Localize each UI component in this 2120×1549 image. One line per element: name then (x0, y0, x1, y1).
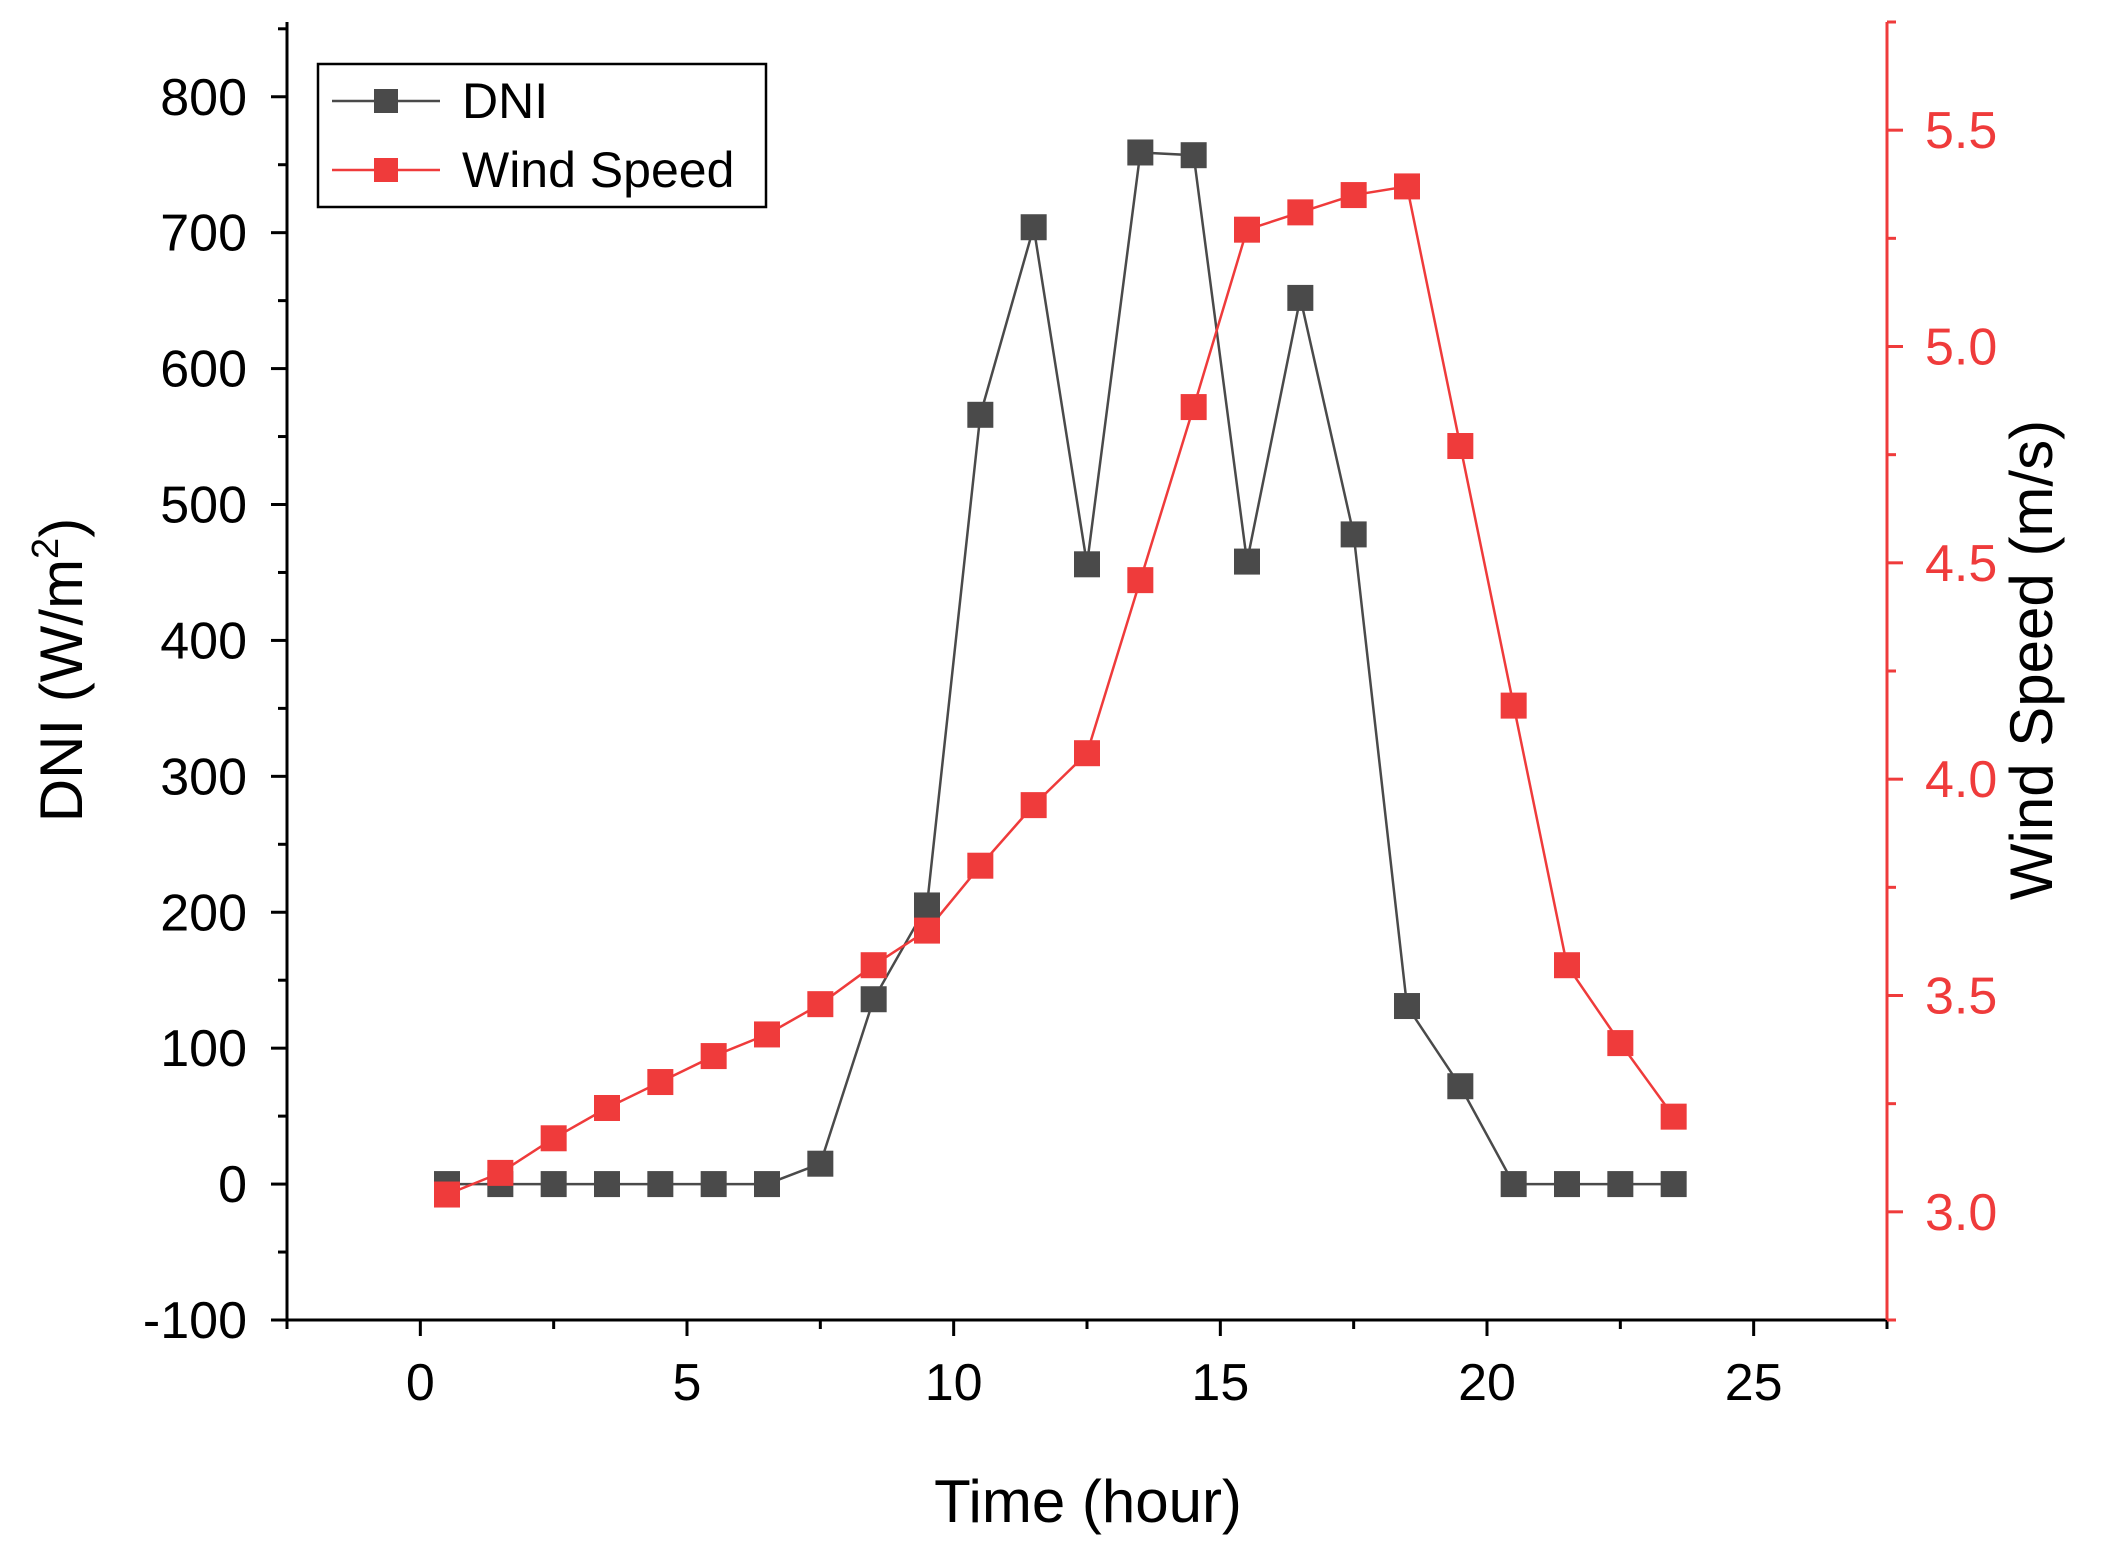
data-point-dni (1394, 993, 1420, 1020)
legend-marker-dni (374, 89, 398, 113)
legend-label-dni: DNI (462, 73, 548, 129)
data-point-wind-speed (1554, 952, 1580, 979)
legend-marker-wind (374, 158, 398, 182)
data-point-wind-speed (914, 917, 940, 944)
data-point-wind-speed (1500, 692, 1527, 719)
x-tick-label: 25 (1725, 1354, 1783, 1412)
x-axis-ticks: 0 5 10 15 20 25 (285, 1320, 1889, 1412)
data-point-wind-speed (860, 952, 887, 979)
x-tick-label: 5 (673, 1354, 702, 1412)
y-axis-title-close: ) (28, 518, 95, 538)
y2-tick-label: 5.5 (1925, 102, 1997, 160)
data-point-wind-speed (1020, 792, 1047, 819)
data-point-dni (1234, 548, 1260, 575)
data-point-wind-speed (700, 1043, 727, 1070)
data-point-wind-speed (1340, 182, 1367, 209)
data-point-dni (1180, 142, 1207, 169)
x-axis-title: Time (hour) (934, 1468, 1242, 1535)
data-point-wind-speed (1394, 173, 1420, 200)
data-point-dni (860, 986, 887, 1013)
y-tick-label: 100 (160, 1020, 247, 1078)
data-point-dni (594, 1171, 620, 1198)
y-tick-label: 400 (160, 612, 247, 670)
data-point-wind-speed (1287, 199, 1314, 226)
y2-axis-ticks: 3.0 3.5 4.0 4.5 5.0 5.5 (1887, 20, 1997, 1322)
data-point-dni (1500, 1171, 1527, 1198)
data-point-wind-speed (1074, 740, 1100, 767)
data-point-wind-speed (1180, 394, 1207, 421)
series-markers (434, 139, 1687, 1208)
legend-label-wind: Wind Speed (462, 142, 734, 198)
data-point-wind-speed (754, 1021, 780, 1048)
data-point-dni (1340, 521, 1367, 548)
y-tick-label: 800 (160, 69, 247, 127)
y2-tick-label: 4.0 (1925, 751, 1997, 809)
y-tick-label: -100 (143, 1292, 247, 1350)
y-tick-label: 300 (160, 748, 247, 806)
data-point-dni (1127, 139, 1154, 166)
legend-box (316, 62, 768, 209)
data-point-wind-speed (807, 991, 834, 1018)
y-axis-title-sup: 2 (25, 538, 67, 559)
y2-tick-label: 3.0 (1925, 1184, 1997, 1242)
y2-tick-label: 5.0 (1925, 319, 1997, 377)
data-point-dni (1660, 1171, 1687, 1198)
data-point-wind-speed (434, 1181, 460, 1208)
data-point-wind-speed (967, 852, 994, 879)
y2-tick-label: 4.5 (1925, 535, 1997, 593)
data-point-wind-speed (540, 1125, 567, 1152)
data-point-dni (754, 1171, 780, 1198)
x-tick-label: 15 (1191, 1354, 1249, 1412)
x-tick-label: 20 (1458, 1354, 1516, 1412)
data-point-wind-speed (1660, 1103, 1687, 1130)
y-axis-title-main: DNI (W/m (28, 559, 95, 822)
data-point-wind-speed (1127, 567, 1154, 594)
data-point-wind-speed (647, 1069, 674, 1096)
y-tick-label: 200 (160, 884, 247, 942)
data-point-dni (1607, 1171, 1634, 1198)
data-point-wind-speed (1234, 216, 1260, 243)
data-point-dni (1020, 214, 1047, 241)
y-tick-label: 500 (160, 477, 247, 535)
x-tick-label: 0 (406, 1354, 435, 1412)
y-tick-label: 0 (218, 1156, 247, 1214)
data-point-dni (1554, 1171, 1580, 1198)
data-point-dni (807, 1150, 834, 1177)
y2-tick-label: 3.5 (1925, 968, 1997, 1026)
data-point-wind-speed (594, 1094, 620, 1121)
data-point-dni (914, 892, 940, 919)
y-tick-label: 700 (160, 205, 247, 263)
data-point-wind-speed (1607, 1030, 1634, 1057)
data-point-dni (967, 401, 994, 428)
x-tick-label: 10 (925, 1354, 983, 1412)
data-point-dni (1447, 1073, 1474, 1100)
y-axis-title: DNI (W/m2) (25, 518, 95, 822)
data-point-dni (1074, 551, 1100, 578)
data-point-dni (700, 1171, 727, 1198)
data-point-dni (540, 1171, 567, 1198)
data-point-dni (647, 1171, 674, 1198)
plot-area (434, 139, 1687, 1208)
y2-axis-title: Wind Speed (m/s) (1998, 420, 2065, 900)
data-point-wind-speed (487, 1159, 514, 1186)
y-axis-ticks: -100 0 100 200 300 400 500 600 700 800 (143, 27, 287, 1350)
legend: DNI Wind Speed (316, 62, 768, 209)
y-tick-label: 600 (160, 341, 247, 399)
data-point-dni (1287, 284, 1314, 311)
data-point-wind-speed (1447, 433, 1474, 460)
